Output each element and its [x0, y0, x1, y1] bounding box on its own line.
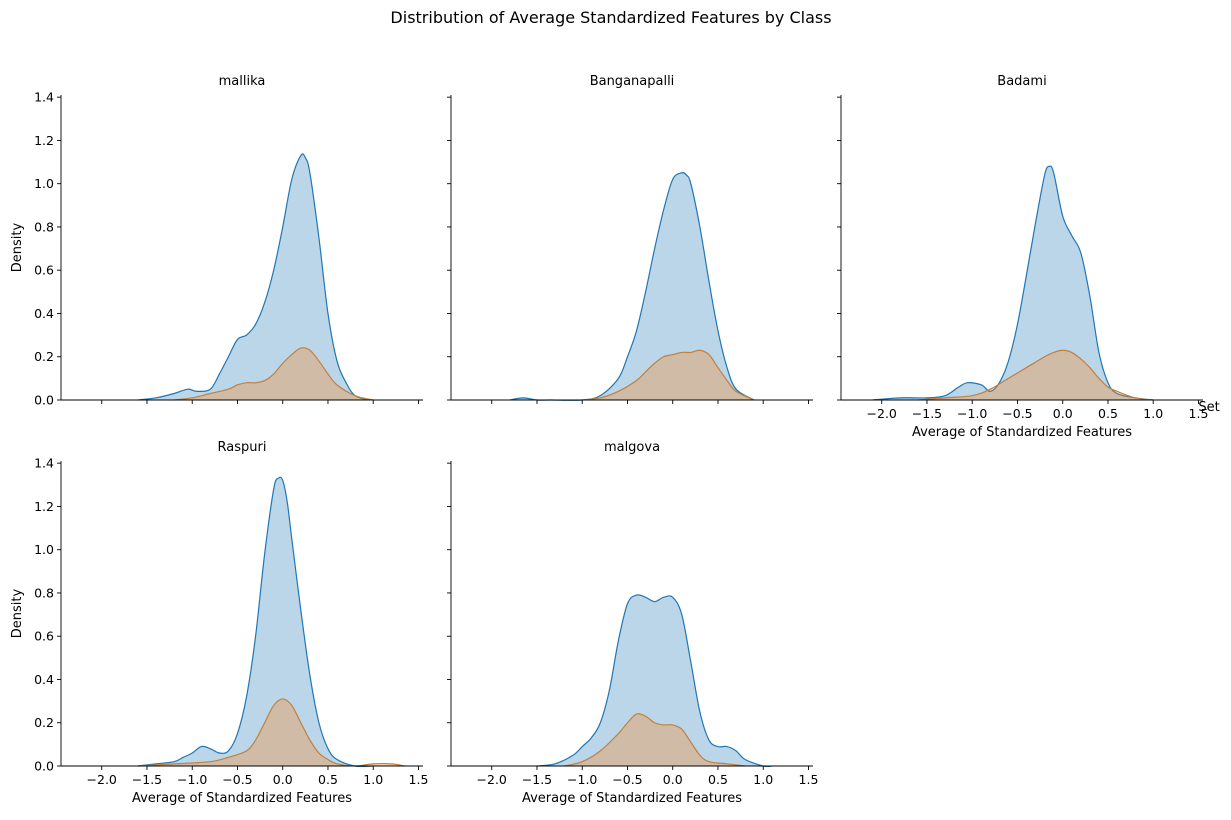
- panel-mallika: mallika 0.0 0.2 0.4 0.6 0.8 1.0 1.2 1.4 Density: [10, 74, 423, 408]
- density-line-series-1: [872, 165, 1154, 401]
- panel-title: Badami: [997, 74, 1046, 89]
- panel-title: mallika: [219, 74, 266, 89]
- y-tick-label: 1.0: [34, 542, 54, 557]
- x-tick-label: −2.0: [87, 772, 117, 787]
- x-tick-label: 1.0: [1143, 406, 1163, 421]
- x-tick-label: −2.0: [477, 772, 507, 787]
- density-area-series-1: [509, 172, 755, 401]
- x-axis-label: Average of Standardized Features: [912, 425, 1132, 440]
- x-tick-label: −1.5: [132, 772, 162, 787]
- x-tick-label: 1.0: [753, 772, 773, 787]
- y-tick-label: 1.2: [34, 499, 54, 514]
- x-tick-label: 0.0: [663, 772, 683, 787]
- density-line-series-1: [137, 153, 369, 401]
- x-tick-label: −0.5: [1002, 406, 1032, 421]
- x-tick-label: 0.0: [1053, 406, 1073, 421]
- y-tick-label: 0.2: [34, 349, 54, 364]
- panel-malgova: malgova −2.0 −1.5 −1.0 −0.5 0.0 0.5 1.0 1.5 Avera…: [447, 440, 818, 806]
- x-tick-label: 1.5: [409, 772, 429, 787]
- x-tick-label: −2.0: [867, 406, 897, 421]
- panel-banganapalli: Banganapalli: [447, 74, 813, 404]
- y-tick-label: 0.4: [34, 672, 54, 687]
- x-tick-label: −0.5: [222, 772, 252, 787]
- y-tick-label: 1.2: [34, 133, 54, 148]
- y-tick-label: 1.0: [34, 176, 54, 191]
- x-tick-label: 0.5: [708, 772, 728, 787]
- density-area-series-1: [137, 153, 369, 400]
- x-tick-label: −1.0: [177, 772, 207, 787]
- y-tick-label: 0.6: [34, 629, 54, 644]
- density-line-series-2: [582, 349, 755, 401]
- x-tick-label: 0.5: [318, 772, 338, 787]
- y-axis-label: Density: [10, 588, 25, 638]
- x-tick-label: 1.0: [363, 772, 383, 787]
- y-tick-label: 1.4: [34, 456, 54, 471]
- panel-title: malgova: [604, 440, 660, 455]
- y-tick-label: 0.6: [34, 263, 54, 278]
- density-area-series-2: [174, 347, 374, 400]
- y-tick-label: 0.8: [34, 585, 54, 600]
- density-line-series-1: [137, 476, 374, 768]
- panel-badami: Badami −2.0 −1.5 −1.0 −0.5 0.0 0.5 1.0 1.5 Averag…: [837, 74, 1208, 440]
- y-axis-label: Density: [10, 222, 25, 272]
- x-axis-label: Average of Standardized Features: [132, 791, 352, 806]
- y-tick-label: 0.4: [34, 306, 54, 321]
- density-area-series-1: [536, 594, 773, 767]
- x-tick-label: 0.0: [273, 772, 293, 787]
- x-axis-label: Average of Standardized Features: [522, 791, 742, 806]
- x-tick-label: −1.0: [957, 406, 987, 421]
- density-line-series-2: [174, 347, 374, 401]
- density-line-series-2: [917, 349, 1154, 401]
- x-tick-label: −1.5: [522, 772, 552, 787]
- density-area-series-2: [582, 350, 755, 400]
- figure-title: Distribution of Average Standardized Fea…: [390, 8, 831, 27]
- y-tick-label: 0.0: [34, 759, 54, 774]
- panel-title: Raspuri: [218, 440, 267, 455]
- density-area-series-2: [564, 713, 746, 766]
- y-tick-label: 0.8: [34, 219, 54, 234]
- density-area-series-2: [917, 350, 1154, 400]
- x-tick-label: 1.5: [1189, 406, 1209, 421]
- density-line-series-2: [563, 713, 746, 767]
- y-tick-label: 1.4: [34, 90, 54, 105]
- density-area-series-1: [137, 477, 374, 767]
- legend-title: Set: [1198, 400, 1219, 415]
- x-tick-label: 1.5: [799, 772, 819, 787]
- x-tick-label: −0.5: [612, 772, 642, 787]
- panel-title: Banganapalli: [590, 74, 675, 89]
- x-tick-label: −1.0: [567, 772, 597, 787]
- x-tick-label: −1.5: [912, 406, 942, 421]
- y-tick-label: 0.0: [34, 393, 54, 408]
- y-tick-label: 0.2: [34, 715, 54, 730]
- density-area-series-1: [872, 166, 1154, 400]
- density-area-series-2: [137, 698, 405, 766]
- x-tick-label: 0.5: [1098, 406, 1118, 421]
- density-line-series-1: [536, 594, 773, 768]
